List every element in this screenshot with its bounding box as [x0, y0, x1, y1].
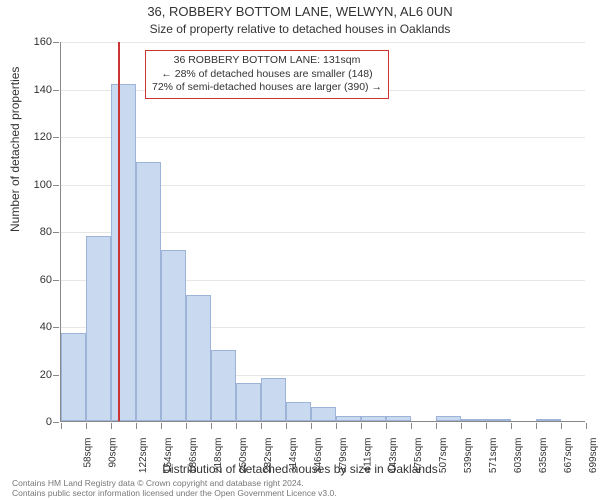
x-tick — [586, 423, 587, 429]
y-tick — [53, 42, 59, 43]
annotation-line-1: 36 ROBBERY BOTTOM LANE: 131sqm — [152, 54, 382, 68]
annotation-line-3: 72% of semi-detached houses are larger (… — [152, 81, 382, 95]
x-tick — [111, 423, 112, 429]
x-tick — [461, 423, 462, 429]
x-tick — [61, 423, 62, 429]
footer-attribution: Contains HM Land Registry data © Crown c… — [12, 478, 337, 498]
y-tick — [53, 232, 59, 233]
x-tick — [286, 423, 287, 429]
histogram-bar — [161, 250, 186, 421]
y-tick-label: 140 — [34, 84, 52, 96]
x-tick — [486, 423, 487, 429]
x-tick — [236, 423, 237, 429]
x-tick — [361, 423, 362, 429]
histogram-bar — [436, 416, 461, 421]
y-tick — [53, 375, 59, 376]
gridline-h — [61, 42, 585, 43]
x-axis-label: Distribution of detached houses by size … — [0, 462, 600, 476]
histogram-bar — [486, 419, 511, 421]
footer-line-1: Contains HM Land Registry data © Crown c… — [12, 478, 337, 488]
x-tick — [411, 423, 412, 429]
histogram-bar — [61, 333, 86, 421]
x-tick — [561, 423, 562, 429]
x-tick — [161, 423, 162, 429]
x-tick — [336, 423, 337, 429]
y-tick-label: 0 — [46, 416, 52, 428]
histogram-bar — [336, 416, 361, 421]
y-tick — [53, 327, 59, 328]
histogram-bar — [286, 402, 311, 421]
x-tick — [211, 423, 212, 429]
annotation-box: 36 ROBBERY BOTTOM LANE: 131sqm← 28% of d… — [145, 50, 389, 99]
y-tick — [53, 280, 59, 281]
histogram-bar — [136, 162, 161, 421]
histogram-bar — [261, 378, 286, 421]
x-tick — [86, 423, 87, 429]
y-tick-label: 80 — [40, 226, 52, 238]
y-tick — [53, 137, 59, 138]
y-tick-label: 20 — [40, 369, 52, 381]
y-axis-label: Number of detached properties — [8, 67, 22, 232]
x-tick — [311, 423, 312, 429]
histogram-bar — [186, 295, 211, 421]
x-tick — [261, 423, 262, 429]
histogram-bar — [461, 419, 486, 421]
histogram-bar — [386, 416, 411, 421]
y-tick — [53, 185, 59, 186]
x-tick — [511, 423, 512, 429]
histogram-bar — [86, 236, 111, 421]
x-tick — [186, 423, 187, 429]
histogram-bar — [211, 350, 236, 421]
y-tick-label: 40 — [40, 321, 52, 333]
x-tick — [536, 423, 537, 429]
y-tick — [53, 422, 59, 423]
x-tick — [136, 423, 137, 429]
annotation-line-2: ← 28% of detached houses are smaller (14… — [152, 68, 382, 82]
histogram-bar — [311, 407, 336, 421]
plot-area — [60, 42, 585, 422]
x-tick — [436, 423, 437, 429]
histogram-bar — [236, 383, 261, 421]
histogram-bar — [536, 419, 561, 421]
y-tick-label: 100 — [34, 179, 52, 191]
histogram-bar — [111, 84, 136, 421]
y-tick-label: 160 — [34, 36, 52, 48]
histogram-bar — [361, 416, 386, 421]
x-tick — [386, 423, 387, 429]
chart-title-main: 36, ROBBERY BOTTOM LANE, WELWYN, AL6 0UN — [0, 4, 600, 19]
chart-title-sub: Size of property relative to detached ho… — [0, 22, 600, 36]
property-marker-line — [118, 42, 120, 421]
footer-line-3: Contains public sector information licen… — [12, 488, 337, 498]
y-tick-label: 60 — [40, 274, 52, 286]
y-tick — [53, 90, 59, 91]
y-tick-label: 120 — [34, 131, 52, 143]
gridline-h — [61, 137, 585, 138]
chart-container: 36, ROBBERY BOTTOM LANE, WELWYN, AL6 0UN… — [0, 0, 600, 500]
